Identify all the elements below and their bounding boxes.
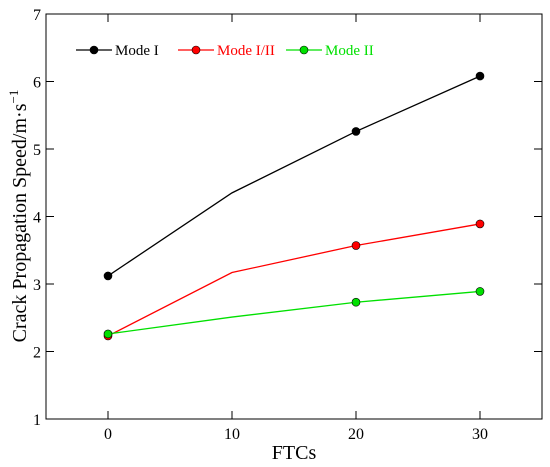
y-tick-label: 3: [33, 277, 41, 294]
series-2: [103, 287, 485, 339]
y-axis-label: Crack Propagation Speed/m·s−1: [6, 90, 31, 343]
series-layer: [103, 71, 485, 341]
data-point: [475, 71, 485, 81]
data-point: [475, 287, 485, 296]
legend-entry-0: Mode I: [76, 43, 159, 59]
legend-label: Mode I/II: [217, 43, 275, 59]
y-tick-label: 7: [33, 7, 41, 24]
x-tick-label: 20: [348, 426, 364, 443]
y-axis-label-main: Crack Propagation Speed/m·s: [9, 103, 31, 342]
data-point: [103, 271, 113, 281]
series-1: [103, 219, 485, 341]
ticks: 0 10 20 30 1 2 3 4 5 6 7: [33, 7, 542, 443]
y-tick-label: 5: [33, 142, 41, 159]
data-point: [351, 241, 361, 250]
legend-marker: [89, 45, 99, 55]
series-line: [107, 223, 481, 337]
x-axis-label: FTCs: [272, 442, 317, 464]
plot-frame: [45, 13, 543, 420]
legend-marker: [191, 45, 201, 55]
data-point: [351, 127, 361, 136]
legend-label: Mode I: [115, 43, 159, 59]
y-tick-label: 6: [33, 75, 41, 92]
series-0: [103, 71, 485, 281]
series-line: [107, 290, 481, 335]
y-tick-label: 2: [33, 345, 41, 362]
legend-entry-1: Mode I/II: [178, 43, 275, 59]
data-point: [351, 297, 361, 307]
y-tick-label: 4: [33, 210, 41, 227]
legend-label: Mode II: [325, 43, 374, 59]
data-point: [475, 219, 485, 229]
y-axis-label-superscript: −1: [6, 90, 21, 104]
legend-entry-2: Mode II: [286, 43, 374, 59]
legend: Mode I Mode I/II Mode II: [76, 43, 374, 59]
data-point: [103, 329, 113, 339]
y-tick-label: 1: [33, 412, 41, 429]
series-line: [107, 75, 481, 277]
legend-marker: [299, 45, 309, 55]
x-tick-label: 0: [104, 426, 112, 443]
x-tick-label: 30: [472, 426, 488, 443]
x-tick-label: 10: [224, 426, 240, 443]
